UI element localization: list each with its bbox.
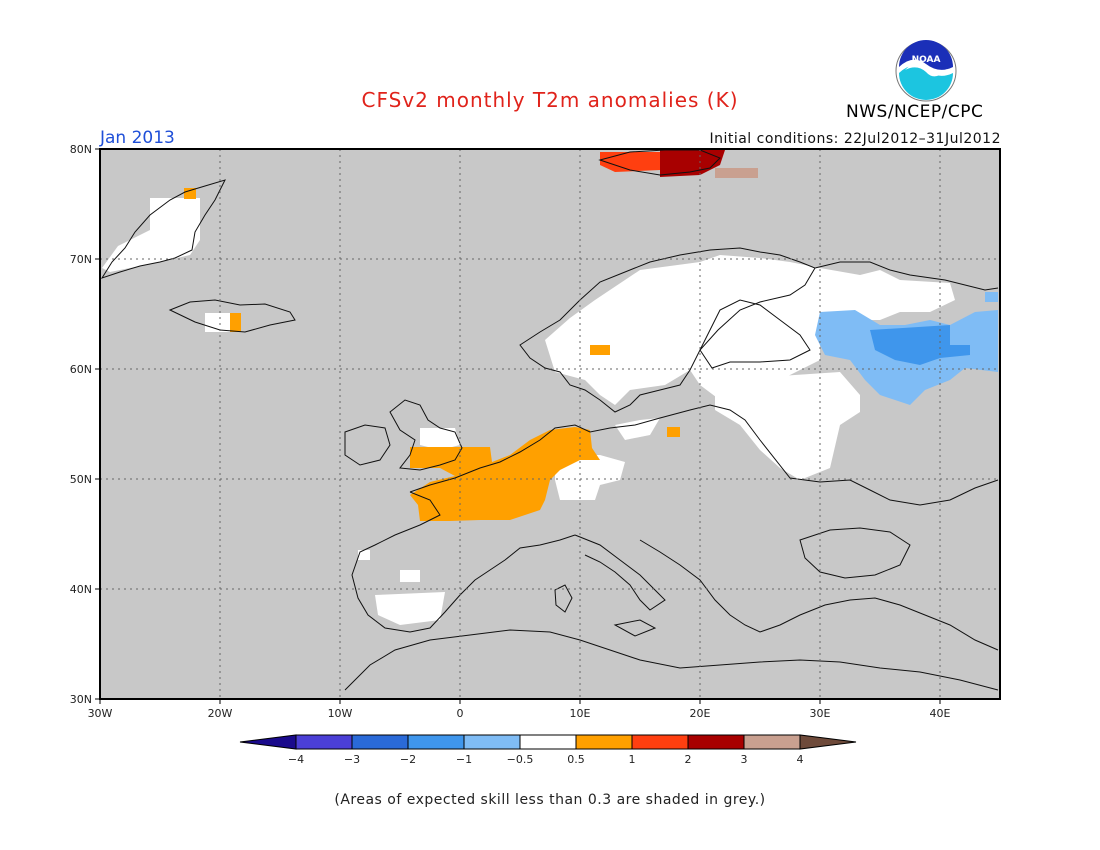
colorbar-arrow-low xyxy=(239,734,297,750)
colorbar-label-1: −3 xyxy=(344,753,360,766)
colorbar-label-0: −4 xyxy=(288,753,304,766)
lon-label-30w: 30W xyxy=(88,707,113,720)
poland-white xyxy=(615,418,660,440)
iberia-white-2 xyxy=(375,592,445,625)
orange-warm-regions xyxy=(184,188,680,521)
svalbard-tan xyxy=(715,168,758,178)
lon-label-40e: 40E xyxy=(930,707,951,720)
lon-label-20e: 20E xyxy=(690,707,711,720)
lon-label-30e: 30E xyxy=(810,707,831,720)
greenland-orange xyxy=(184,188,196,199)
coastline-greenland xyxy=(100,179,226,279)
colorbar-box-7 xyxy=(631,734,689,750)
svalbard-darkred xyxy=(660,150,725,177)
coastline-north-africa xyxy=(344,629,999,691)
urals-lightblue xyxy=(985,292,998,302)
iceland-orange xyxy=(230,313,241,332)
colorbar-box-8 xyxy=(687,734,745,750)
coastline-iceland xyxy=(168,299,296,333)
noaa-logo-sky xyxy=(899,40,953,70)
colorbar-label-8: 3 xyxy=(741,753,748,766)
colorbar-box-1 xyxy=(295,734,353,750)
noaa-logo-bird xyxy=(905,63,947,77)
lat-label-30n: 30N xyxy=(70,693,92,706)
colorbar-label-5: 0.5 xyxy=(567,753,585,766)
forecast-month: Jan 2013 xyxy=(100,128,175,148)
britain-white xyxy=(420,428,460,450)
coastline-gulf-bothnia xyxy=(699,299,811,369)
russia-white xyxy=(715,372,860,480)
axis-ticks xyxy=(95,148,941,704)
lon-label-10w: 10W xyxy=(328,707,353,720)
lon-label-10e: 10E xyxy=(570,707,591,720)
coastline-balkans xyxy=(639,539,999,651)
iberia-white-3 xyxy=(358,550,370,560)
svalbard-warm-regions xyxy=(600,150,758,178)
lon-label-20w: 20W xyxy=(208,707,233,720)
colorbar-label-3: −1 xyxy=(456,753,472,766)
colorbar-arrow-high xyxy=(799,734,857,750)
germany-white xyxy=(555,455,625,500)
coastline-iberia-france xyxy=(351,491,576,633)
colorbar-box-5 xyxy=(519,734,577,750)
colorbar-label-2: −2 xyxy=(400,753,416,766)
map-gridlines xyxy=(100,149,1000,699)
map-background xyxy=(100,149,1000,699)
poland-orange xyxy=(667,427,680,437)
colorbar-box-9 xyxy=(743,734,801,750)
coastline-black-sea xyxy=(799,527,911,579)
lat-label-40n: 40N xyxy=(70,583,92,596)
lat-label-50n: 50N xyxy=(70,473,92,486)
colorbar-box-6 xyxy=(575,734,633,750)
greenland-white xyxy=(102,198,200,272)
noaa-logo-sea xyxy=(899,65,953,100)
coastline-sicily xyxy=(613,619,657,637)
colorbar-label-4: −0.5 xyxy=(507,753,534,766)
svalbard-red xyxy=(600,152,660,172)
colorbar-label-9: 4 xyxy=(797,753,804,766)
coastline-sardinia xyxy=(554,584,573,613)
western-europe-orange xyxy=(410,427,600,521)
colorbar-box-3 xyxy=(407,734,465,750)
chart-title: CFSv2 monthly T2m anomalies (K) xyxy=(361,88,739,112)
colorbar-box-2 xyxy=(351,734,409,750)
russia-blue xyxy=(870,325,970,365)
colorbar-label-7: 2 xyxy=(685,753,692,766)
noaa-logo: NOAA xyxy=(895,40,957,102)
coastline-kola-russia xyxy=(814,261,999,291)
iberia-white-1 xyxy=(400,570,420,582)
initial-conditions: Initial conditions: 22Jul2012–31Jul2012 xyxy=(709,131,1001,147)
coastline-scandinavia xyxy=(519,247,816,413)
skill-footnote: (Areas of expected skill less than 0.3 a… xyxy=(334,792,766,808)
lat-label-60n: 60N xyxy=(70,363,92,376)
colorbar: −4 −3 −2 −1 −0.5 0.5 1 2 3 4 xyxy=(239,734,857,766)
coastline-continental-europe xyxy=(409,404,999,506)
coastlines xyxy=(100,149,999,691)
colorbar-label-6: 1 xyxy=(629,753,636,766)
coastline-ireland xyxy=(344,424,391,466)
agency-label: NWS/NCEP/CPC xyxy=(846,102,984,122)
lon-label-0: 0 xyxy=(457,707,464,720)
coastline-britain xyxy=(389,399,463,471)
norway-orange xyxy=(590,345,610,355)
colorbar-box-4 xyxy=(463,734,521,750)
lat-label-80n: 80N xyxy=(70,143,92,156)
map-frame xyxy=(99,148,1001,700)
coastline-svalbard xyxy=(598,149,721,176)
lat-label-70n: 70N xyxy=(70,253,92,266)
white-near-normal-regions xyxy=(102,198,955,625)
noaa-logo-text: NOAA xyxy=(912,55,941,65)
coastline-italy xyxy=(574,534,666,611)
scandinavia-white xyxy=(545,255,955,405)
